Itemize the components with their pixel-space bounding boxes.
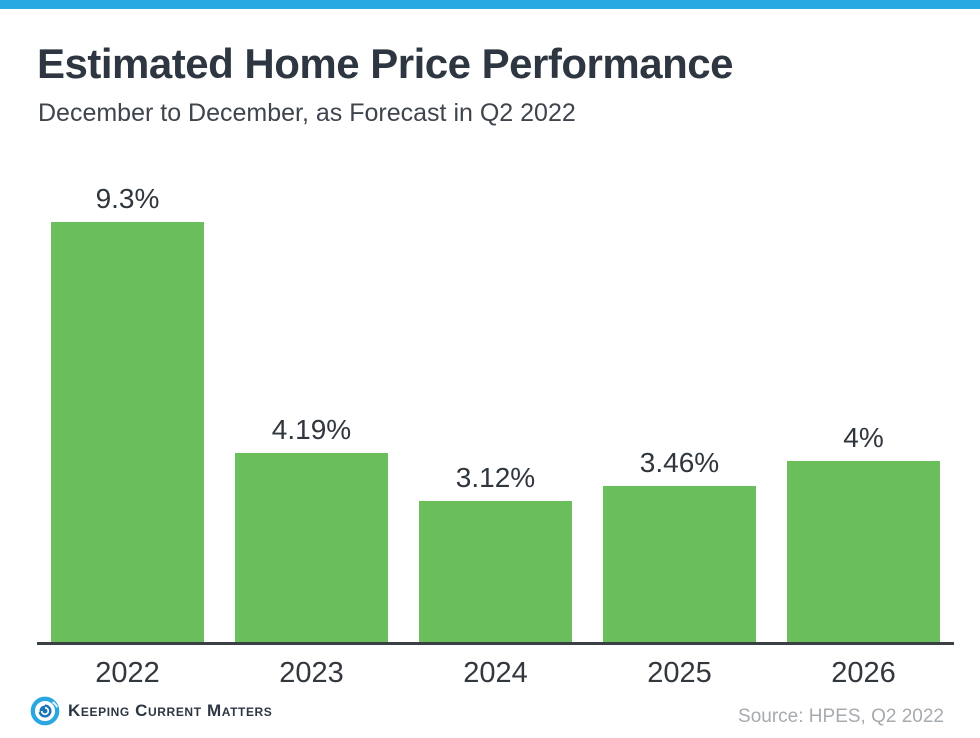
bar-value-label: 3.46% (639, 447, 720, 478)
bar-value-label: 9.3% (95, 183, 160, 214)
page-title: Estimated Home Price Performance (37, 40, 733, 87)
bar-value-label: 4.19% (271, 414, 352, 445)
x-axis-label: 2025 (647, 657, 712, 689)
x-axis-label: 2024 (463, 657, 528, 689)
bar-group: 4% (787, 422, 940, 642)
x-axis-label: 2022 (95, 657, 160, 689)
bar (51, 222, 204, 642)
bar-group: 3.12% (419, 462, 572, 642)
bar-group: 9.3% (51, 183, 204, 642)
bar (603, 486, 756, 642)
bar-group: 4.19% (235, 414, 388, 642)
brand-logo-text: Keeping Current Matters (68, 701, 273, 720)
bar-value-label: 3.12% (455, 462, 536, 493)
bar-group: 3.46% (603, 447, 756, 642)
source-note: Source: HPES, Q2 2022 (738, 706, 944, 727)
top-accent-bar (0, 0, 980, 9)
brand-logo: Keeping Current Matters (30, 696, 272, 726)
x-axis-labels: 2022 2023 2024 2025 2026 (37, 657, 954, 690)
bar-chart: 9.3% 4.19% 3.12% 3.46% 4% (37, 183, 954, 645)
x-axis-label: 2023 (279, 657, 344, 689)
x-axis-label: 2026 (831, 657, 896, 689)
bar-value-label: 4% (843, 422, 884, 453)
bar (787, 461, 940, 642)
bar (235, 453, 388, 642)
bar (419, 501, 572, 642)
page-subtitle: December to December, as Forecast in Q2 … (38, 99, 576, 127)
kcm-swirl-icon (30, 696, 60, 726)
